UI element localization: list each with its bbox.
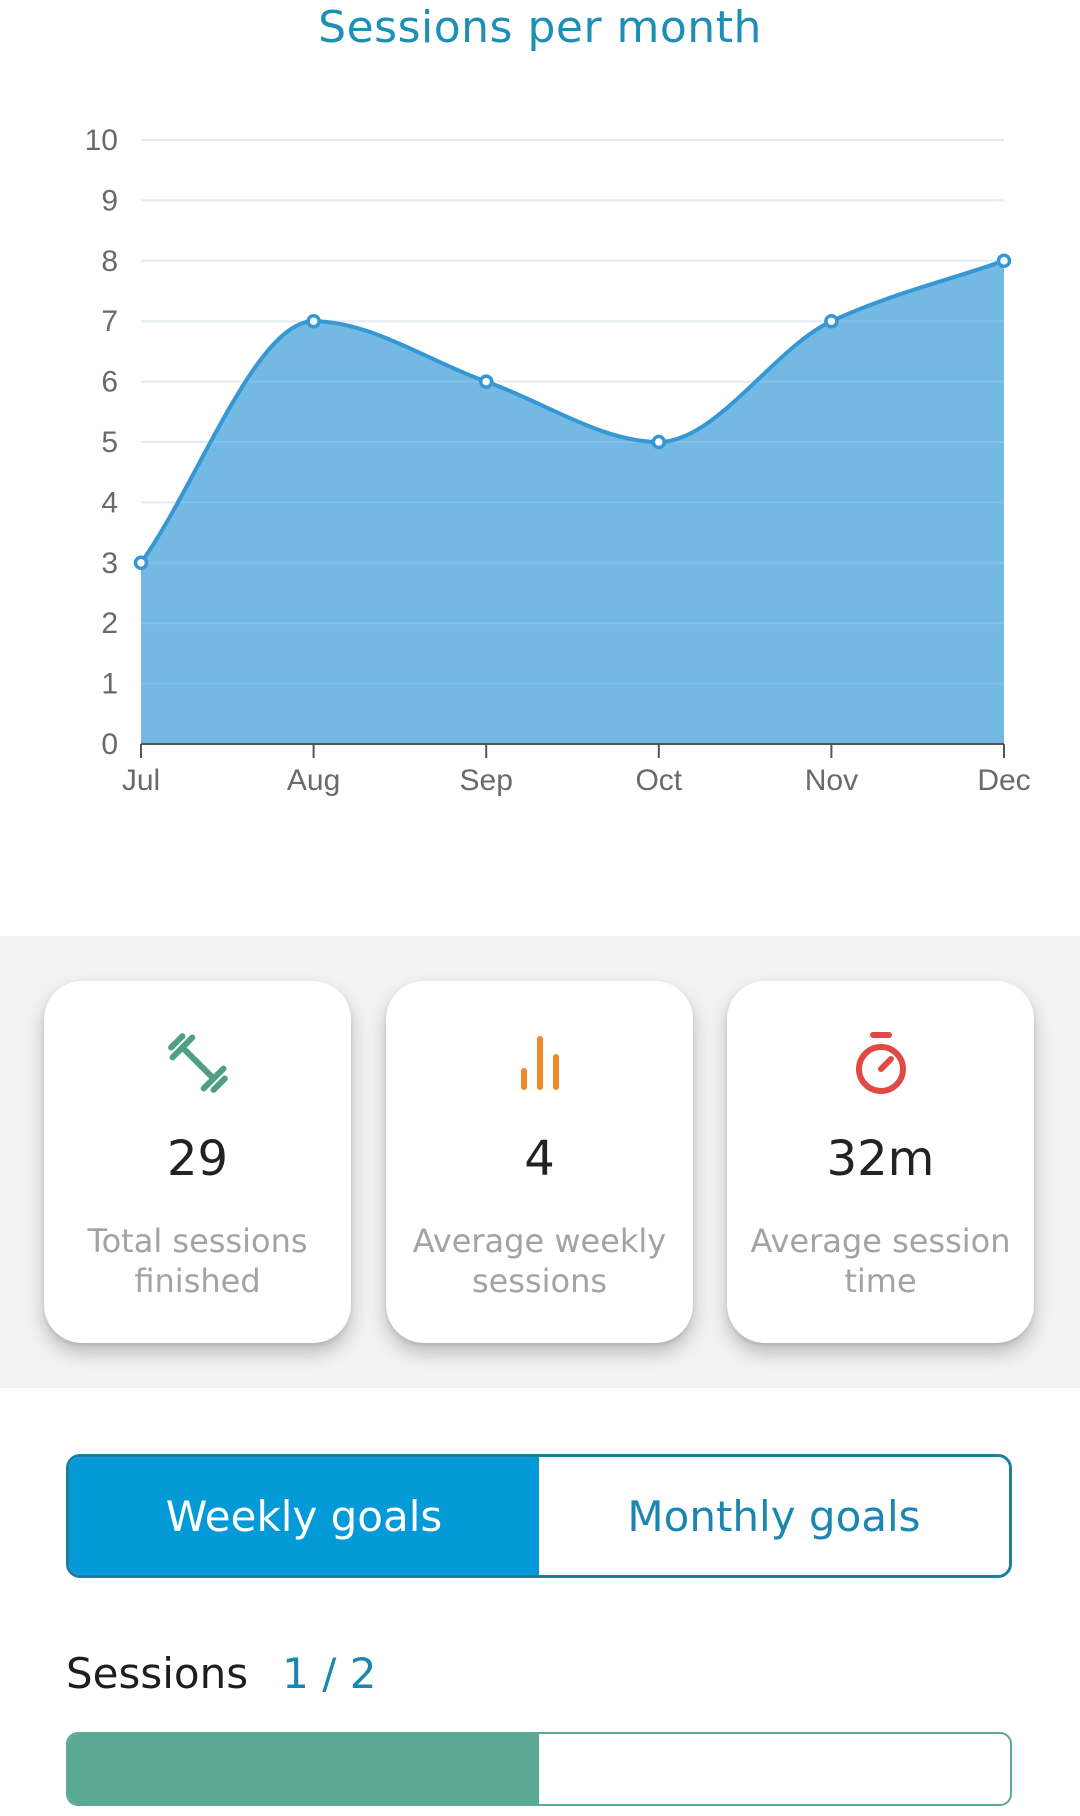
data-point	[478, 374, 494, 389]
sessions-progress-fill	[68, 1734, 539, 1804]
x-tick-label: Sep	[460, 764, 513, 797]
y-tick-label: 9	[101, 184, 118, 217]
stat-label: Average session time	[750, 1222, 1011, 1300]
y-tick-label: 6	[101, 366, 118, 399]
data-point	[306, 313, 321, 329]
bar-chart-icon	[386, 1023, 693, 1103]
stat-card-weekly-sessions: 4 Average weekly sessions	[386, 981, 693, 1343]
y-tick-label: 10	[85, 124, 118, 157]
x-tick-label: Jul	[122, 764, 160, 797]
x-tick-label: Oct	[635, 764, 682, 797]
data-point	[133, 555, 149, 571]
dumbbell-icon	[44, 1023, 351, 1103]
x-tick-label: Nov	[805, 764, 858, 797]
stat-card-session-time: 32m Average session time	[727, 981, 1034, 1343]
data-point	[651, 434, 667, 450]
stat-label: Total sessions finished	[87, 1222, 308, 1300]
data-point	[996, 253, 1012, 269]
stopwatch-icon	[727, 1023, 1034, 1103]
data-point	[824, 313, 839, 329]
sessions-progress-bar	[66, 1732, 1012, 1806]
stat-value: 29	[166, 1131, 229, 1187]
stat-label: Average weekly sessions	[412, 1222, 667, 1300]
y-tick-label: 3	[101, 547, 118, 580]
x-tick-label: Aug	[287, 764, 340, 797]
y-tick-label: 0	[101, 728, 118, 761]
sessions-area-fill	[141, 260, 1004, 744]
stat-card-total-sessions: 29 Total sessions finished	[44, 981, 351, 1343]
y-tick-label: 2	[101, 607, 118, 640]
y-tick-label: 1	[101, 668, 118, 701]
monthly-goals-tab[interactable]: Monthly goals	[539, 1457, 1009, 1575]
x-tick-label: Dec	[977, 764, 1030, 797]
y-tick-label: 8	[101, 245, 118, 278]
goals-period-toggle: Weekly goals Monthly goals	[66, 1454, 1012, 1578]
sessions-goal-label: Sessions	[66, 1648, 249, 1698]
chart-title: Sessions per month	[318, 2, 762, 53]
y-tick-label: 5	[101, 426, 118, 459]
stat-value: 4	[524, 1131, 555, 1187]
weekly-goals-tab[interactable]: Weekly goals	[69, 1457, 539, 1575]
y-tick-label: 4	[101, 486, 118, 519]
sessions-area-chart: 0 1 2 3 4 5 6 7 8 9 10 Jul Aug Sep Oct Nov Dec	[85, 124, 1031, 797]
sessions-goal-count: 1 / 2	[282, 1648, 377, 1698]
stat-value: 32m	[826, 1131, 935, 1187]
y-tick-label: 7	[101, 305, 118, 338]
sessions-goal-row: Sessions 1 / 2	[66, 1645, 376, 1701]
